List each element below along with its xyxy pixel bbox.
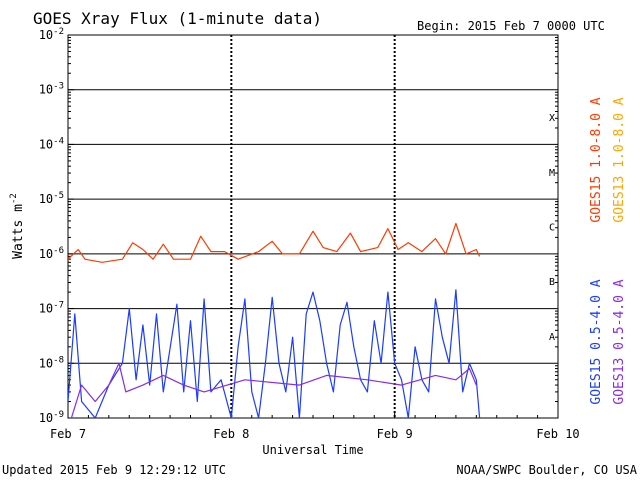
legend-label: GOES15 0.5-4.0 A bbox=[589, 279, 604, 404]
y-tick-exponent: -6 bbox=[53, 246, 64, 256]
flare-class-labels: A B C M X bbox=[549, 113, 555, 343]
y-tick-exponent: -7 bbox=[53, 301, 64, 311]
y-tick-mantissa: 10 bbox=[39, 356, 53, 370]
flare-class-label: C bbox=[549, 223, 555, 234]
x-tick-label: Feb 10 bbox=[536, 427, 579, 441]
credit-label: NOAA/SWPC Boulder, CO USA bbox=[456, 463, 637, 477]
y-tick-exponent: -2 bbox=[53, 27, 64, 37]
y-axis-label-exponent: -2 bbox=[9, 193, 19, 204]
legend-entry: GOES15 0.5-4.0 A bbox=[589, 279, 604, 404]
svg-text:Watts m-2: Watts m-2 bbox=[9, 193, 26, 259]
legend-label: GOES13 1.0-8.0 A bbox=[612, 97, 627, 222]
y-tick-exponent: -3 bbox=[53, 82, 64, 92]
flare-class-label: X bbox=[549, 113, 555, 124]
series-layer bbox=[68, 222, 481, 418]
legend: GOES15 1.0-8.0 A GOES13 1.0-8.0 A GOES15 0… bbox=[589, 97, 627, 404]
y-tick-exponent: -8 bbox=[53, 355, 64, 365]
x-axis-ticks: Feb 7 Feb 8 Feb 9 Feb 10 bbox=[50, 412, 580, 441]
y-tick-mantissa: 10 bbox=[39, 28, 53, 42]
y-tick-exponent: -4 bbox=[53, 136, 64, 146]
legend-label: GOES15 1.0-8.0 A bbox=[589, 97, 604, 222]
legend-entry: GOES13 0.5-4.0 A bbox=[612, 279, 627, 404]
y-tick-label: 10-3 bbox=[39, 82, 64, 97]
flare-class-label: M bbox=[549, 168, 555, 179]
x-tick-label: Feb 8 bbox=[213, 427, 249, 441]
y-tick-label: 10-2 bbox=[39, 27, 64, 42]
x-axis-label: Universal Time bbox=[262, 443, 363, 457]
y-tick-label: 10-9 bbox=[39, 410, 64, 425]
y-tick-label: 10-8 bbox=[39, 355, 64, 370]
y-axis-label: Watts m-2 bbox=[9, 193, 26, 259]
series-line bbox=[68, 289, 481, 418]
y-tick-exponent: -5 bbox=[53, 191, 64, 201]
y-axis-label-text: Watts m bbox=[11, 204, 26, 259]
y-tick-mantissa: 10 bbox=[39, 137, 53, 151]
legend-entry: GOES15 1.0-8.0 A bbox=[589, 97, 604, 222]
y-tick-exponent: -9 bbox=[53, 410, 64, 420]
legend-label: GOES13 0.5-4.0 A bbox=[612, 279, 627, 404]
y-tick-label: 10-7 bbox=[39, 301, 64, 316]
x-tick-label: Feb 7 bbox=[50, 427, 86, 441]
y-axis-ticks: 10-210-310-410-510-610-710-810-9 bbox=[39, 27, 558, 425]
y-tick-mantissa: 10 bbox=[39, 192, 53, 206]
chart-title: GOES Xray Flux (1-minute data) bbox=[33, 9, 322, 28]
flare-class-label: B bbox=[549, 277, 555, 288]
plot-frame bbox=[67, 34, 559, 419]
legend-entry: GOES13 1.0-8.0 A bbox=[612, 97, 627, 222]
flare-class-label: A bbox=[549, 332, 555, 343]
y-tick-label: 10-5 bbox=[39, 191, 64, 206]
gridlines bbox=[68, 34, 558, 419]
y-tick-mantissa: 10 bbox=[39, 302, 53, 316]
updated-timestamp: Updated 2015 Feb 9 12:29:12 UTC bbox=[2, 463, 226, 477]
y-tick-label: 10-4 bbox=[39, 136, 64, 151]
series-line bbox=[70, 362, 477, 418]
series-line bbox=[68, 222, 481, 263]
y-tick-label: 10-6 bbox=[39, 246, 64, 261]
y-tick-mantissa: 10 bbox=[39, 83, 53, 97]
x-tick-label: Feb 9 bbox=[377, 427, 413, 441]
y-tick-mantissa: 10 bbox=[39, 411, 53, 425]
y-tick-mantissa: 10 bbox=[39, 247, 53, 261]
begin-label: Begin: 2015 Feb 7 0000 UTC bbox=[417, 19, 605, 33]
